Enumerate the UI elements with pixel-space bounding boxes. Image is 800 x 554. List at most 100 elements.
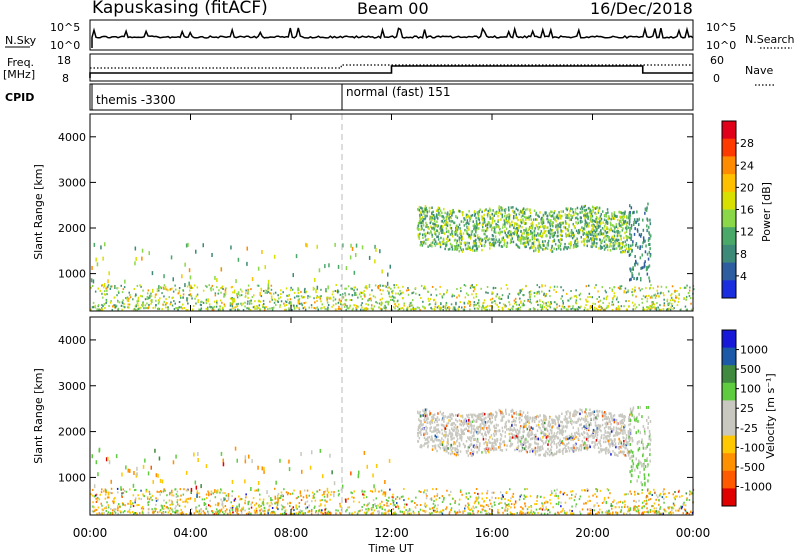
data-cell <box>178 287 181 289</box>
data-cell <box>323 495 326 498</box>
data-cell <box>504 502 506 505</box>
data-cell <box>353 490 355 493</box>
data-cell <box>267 308 269 310</box>
data-cell <box>177 512 179 515</box>
data-cell <box>284 308 286 311</box>
data-cell <box>554 495 556 497</box>
data-cell <box>472 286 474 289</box>
data-cell <box>397 505 399 508</box>
data-cell <box>616 296 618 299</box>
data-cell <box>255 502 258 505</box>
data-cell <box>561 305 564 308</box>
data-cell <box>148 251 150 256</box>
data-cell <box>618 244 621 247</box>
data-cell <box>284 300 287 303</box>
data-cell <box>508 292 511 295</box>
data-cell <box>229 302 232 305</box>
data-cell <box>497 305 500 308</box>
data-cell <box>489 208 491 211</box>
data-cell <box>663 493 665 496</box>
data-cell <box>622 436 624 439</box>
data-cell <box>464 284 467 287</box>
data-cell <box>462 232 465 235</box>
data-cell <box>638 512 640 515</box>
data-cell <box>422 216 424 219</box>
data-cell <box>422 300 424 303</box>
data-cell <box>504 211 506 215</box>
data-cell <box>594 308 596 311</box>
data-cell <box>361 490 363 493</box>
data-cell <box>247 300 249 303</box>
data-cell <box>270 284 273 287</box>
data-cell <box>576 237 578 240</box>
data-cell <box>524 496 526 499</box>
data-cell <box>530 505 532 507</box>
data-cell <box>674 491 676 493</box>
data-cell <box>502 495 504 498</box>
data-cell <box>304 301 307 304</box>
data-cell <box>533 229 536 233</box>
data-cell <box>313 493 316 496</box>
data-cell <box>102 305 104 307</box>
data-cell <box>577 231 579 235</box>
data-cell <box>347 307 350 310</box>
data-cell <box>595 417 597 421</box>
data-cell <box>416 227 419 230</box>
data-cell <box>684 305 687 308</box>
data-cell <box>633 220 635 224</box>
data-cell <box>202 301 205 304</box>
data-cell <box>437 206 440 210</box>
data-cell <box>602 221 604 224</box>
data-cell <box>615 215 618 218</box>
data-cell <box>394 296 396 299</box>
data-cell <box>454 230 456 234</box>
data-cell <box>391 298 394 301</box>
data-cell <box>584 410 586 414</box>
data-cell <box>643 238 645 241</box>
data-cell <box>481 218 483 221</box>
data-cell <box>111 511 114 514</box>
data-cell <box>356 304 358 307</box>
data-cell <box>468 504 470 507</box>
data-cell <box>384 309 387 311</box>
data-cell <box>501 294 504 297</box>
data-cell <box>440 307 442 310</box>
data-cell <box>261 250 263 254</box>
data-cell <box>133 512 136 515</box>
data-cell <box>560 297 562 300</box>
data-cell <box>544 240 546 243</box>
data-cell <box>646 266 648 270</box>
data-cell <box>458 305 460 308</box>
data-cell <box>280 289 282 292</box>
data-cell <box>649 287 651 290</box>
data-cell <box>597 209 600 212</box>
data-cell <box>390 296 392 299</box>
data-cell <box>247 284 250 287</box>
data-cell <box>505 305 507 308</box>
data-cell <box>642 218 644 222</box>
data-cell <box>445 215 447 219</box>
data-cell <box>686 308 688 311</box>
data-cell <box>516 223 519 227</box>
data-cell <box>549 228 552 231</box>
data-cell <box>544 414 546 418</box>
freq-tick-top: 18 <box>57 54 71 67</box>
data-cell <box>135 303 138 306</box>
data-cell <box>118 301 121 304</box>
data-cell <box>440 236 442 240</box>
data-cell <box>472 510 474 513</box>
data-cell <box>580 446 583 449</box>
data-cell <box>324 499 326 502</box>
data-cell <box>451 295 453 298</box>
data-cell <box>642 306 644 309</box>
data-cell <box>451 231 453 234</box>
data-cell <box>317 308 319 311</box>
data-cell <box>288 308 290 311</box>
data-cell <box>489 513 492 515</box>
data-cell <box>422 210 424 213</box>
data-cell <box>246 246 248 251</box>
data-cell <box>133 471 135 475</box>
data-cell <box>184 500 186 503</box>
data-cell <box>547 242 549 245</box>
data-cell <box>545 226 547 229</box>
